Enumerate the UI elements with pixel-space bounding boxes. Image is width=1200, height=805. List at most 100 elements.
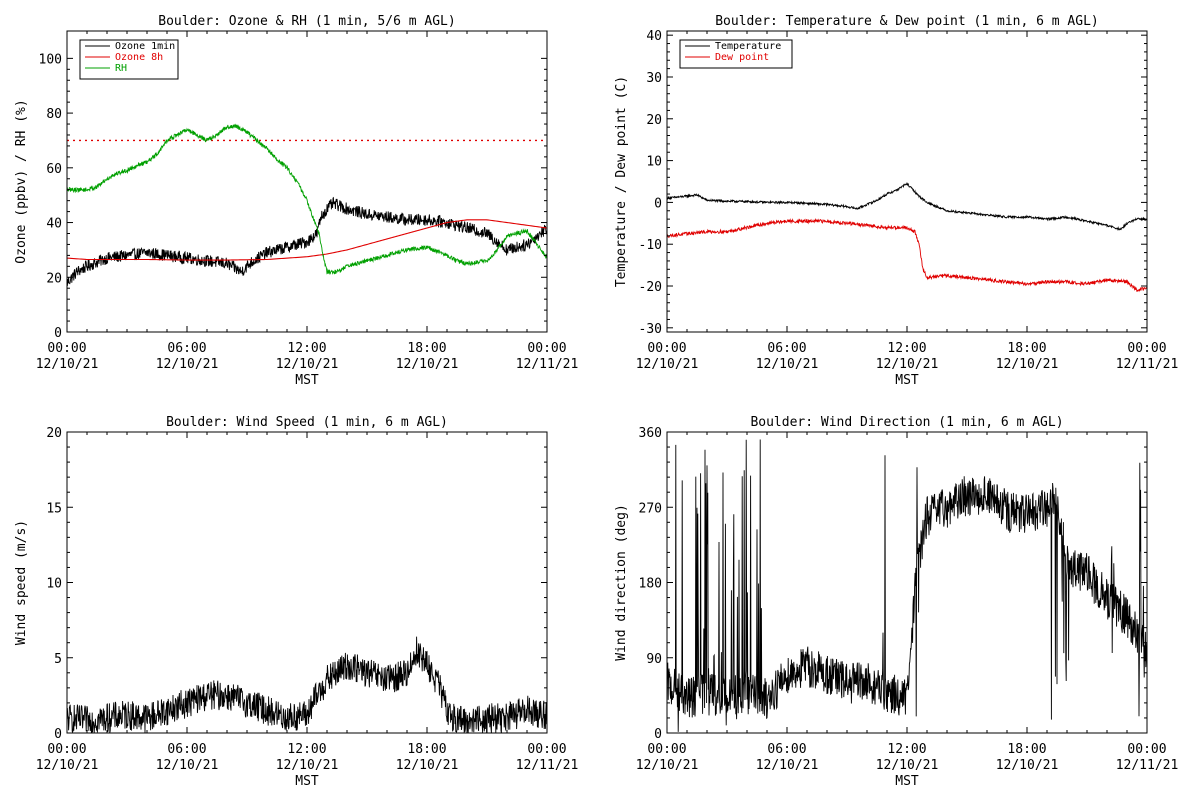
plot-frame [666, 30, 1148, 333]
y-ticks: -30 -20 -10 0 10 20 30 40 [639, 29, 1147, 337]
x-tick-label-date: 12/10/21 [636, 357, 699, 372]
x-tick-label-time: 18:00 [1007, 341, 1046, 356]
chart-wind-speed: Boulder: Wind Speed (1 min, 6 m AGL) Wind… [14, 415, 578, 789]
y-ticks: 0 20 40 60 80 100 [39, 52, 547, 341]
x-tick-label-time: 12:00 [287, 341, 326, 356]
series-line-dew-point [667, 217, 1147, 293]
y-tick-label: 0 [654, 727, 662, 742]
series-line-temperature [667, 182, 1147, 231]
y-tick-label: -30 [639, 322, 662, 337]
x-tick-label-time: 06:00 [167, 742, 206, 757]
y-tick-label: 15 [46, 501, 62, 516]
x-tick-label-time: 12:00 [887, 341, 926, 356]
chart-title: Boulder: Wind Direction (1 min, 6 m AGL) [750, 415, 1063, 430]
x-tick-label-date: 12/10/21 [156, 758, 219, 773]
y-tick-label: -10 [639, 238, 662, 253]
x-ticks: 00:0012/10/2106:0012/10/2112:0012/10/211… [636, 432, 1179, 773]
legend-box [679, 39, 793, 69]
x-tick-label-date: 12/11/21 [1116, 357, 1179, 372]
y-axis-label: Wind speed (m/s) [14, 520, 29, 645]
series-line-ozone-1min [67, 196, 547, 286]
y-axis-label: Temperature / Dew point (C) [614, 76, 629, 287]
y-tick-label: 180 [639, 577, 662, 592]
chart-title: Boulder: Temperature & Dew point (1 min,… [715, 14, 1099, 29]
x-tick-label-date: 12/10/21 [996, 357, 1059, 372]
y-tick-label: 5 [54, 652, 62, 667]
x-axis-label: MST [895, 373, 919, 388]
legend-label: RH [115, 63, 127, 74]
series-line-ozone-8h [67, 219, 547, 261]
x-axis-label: MST [295, 373, 319, 388]
chart-title: Boulder: Wind Speed (1 min, 6 m AGL) [166, 415, 448, 430]
x-tick-label-time: 00:00 [527, 742, 566, 757]
x-tick-label-time: 06:00 [167, 341, 206, 356]
x-tick-label-time: 00:00 [47, 341, 86, 356]
y-tick-label: 60 [46, 162, 62, 177]
y-tick-label: 20 [46, 271, 62, 286]
x-ticks: 00:0012/10/2106:0012/10/2112:0012/10/211… [636, 31, 1179, 372]
y-tick-label: 10 [646, 155, 662, 170]
x-tick-label-time: 18:00 [407, 742, 446, 757]
x-tick-label-date: 12/10/21 [636, 758, 699, 773]
x-tick-label-date: 12/10/21 [396, 357, 459, 372]
x-tick-label-time: 12:00 [287, 742, 326, 757]
x-tick-label-time: 18:00 [1007, 742, 1046, 757]
y-tick-label: 100 [39, 52, 62, 67]
y-tick-label: 30 [646, 71, 662, 86]
y-tick-label: 270 [639, 501, 662, 516]
y-ticks: 0 90 180 270 360 [639, 426, 1147, 742]
x-tick-label-time: 12:00 [887, 742, 926, 757]
y-tick-label: 20 [46, 426, 62, 441]
legend-label: Temperature [715, 41, 781, 52]
y-tick-label: 90 [646, 652, 662, 667]
x-tick-label-date: 12/10/21 [756, 357, 819, 372]
x-tick-label-time: 00:00 [647, 341, 686, 356]
x-tick-label-date: 12/11/21 [1116, 758, 1179, 773]
legend-label: Ozone 1min [115, 41, 175, 52]
y-ticks: 0 5 10 15 20 [46, 426, 547, 742]
series-line-wind-speed [67, 636, 547, 733]
x-tick-label-date: 12/10/21 [876, 357, 939, 372]
chart-temp-dew: Boulder: Temperature & Dew point (1 min,… [614, 14, 1178, 388]
x-tick-label-time: 00:00 [527, 341, 566, 356]
x-tick-label-date: 12/10/21 [156, 357, 219, 372]
x-tick-label-date: 12/10/21 [276, 357, 339, 372]
y-axis-label: Wind direction (deg) [614, 504, 629, 661]
x-tick-label-time: 06:00 [767, 742, 806, 757]
legend-label: Ozone 8h [115, 52, 163, 63]
x-tick-label-date: 12/10/21 [996, 758, 1059, 773]
x-tick-label-time: 00:00 [47, 742, 86, 757]
chart-title: Boulder: Ozone & RH (1 min, 5/6 m AGL) [158, 14, 455, 29]
x-ticks: 00:0012/10/2106:0012/10/2112:0012/10/211… [36, 432, 579, 773]
y-tick-label: 10 [46, 577, 62, 592]
legend-label: Dew point [715, 52, 769, 63]
x-ticks: 00:0012/10/2106:0012/10/2112:0012/10/211… [36, 31, 579, 372]
y-tick-label: 80 [46, 107, 62, 122]
y-tick-label: -20 [639, 280, 662, 295]
series-line-wind-direction [667, 439, 1147, 732]
x-tick-label-date: 12/11/21 [516, 758, 579, 773]
x-tick-label-date: 12/10/21 [36, 357, 99, 372]
x-tick-label-time: 18:00 [407, 341, 446, 356]
x-tick-label-time: 00:00 [1127, 742, 1166, 757]
y-axis-label: Ozone (ppbv) / RH (%) [14, 99, 29, 263]
x-tick-label-date: 12/10/21 [876, 758, 939, 773]
x-tick-label-date: 12/10/21 [756, 758, 819, 773]
x-tick-label-date: 12/11/21 [516, 357, 579, 372]
x-tick-label-date: 12/10/21 [36, 758, 99, 773]
y-tick-label: 360 [639, 426, 662, 441]
chart-wind-direction: Boulder: Wind Direction (1 min, 6 m AGL)… [614, 415, 1178, 789]
series-line-rh [67, 123, 547, 275]
x-tick-label-date: 12/10/21 [396, 758, 459, 773]
y-tick-label: 40 [646, 29, 662, 44]
x-tick-label-time: 06:00 [767, 341, 806, 356]
y-tick-label: 0 [54, 727, 62, 742]
y-tick-label: 0 [654, 196, 662, 211]
y-tick-label: 20 [646, 113, 662, 128]
y-tick-label: 0 [54, 326, 62, 341]
plot-frame [66, 431, 548, 734]
